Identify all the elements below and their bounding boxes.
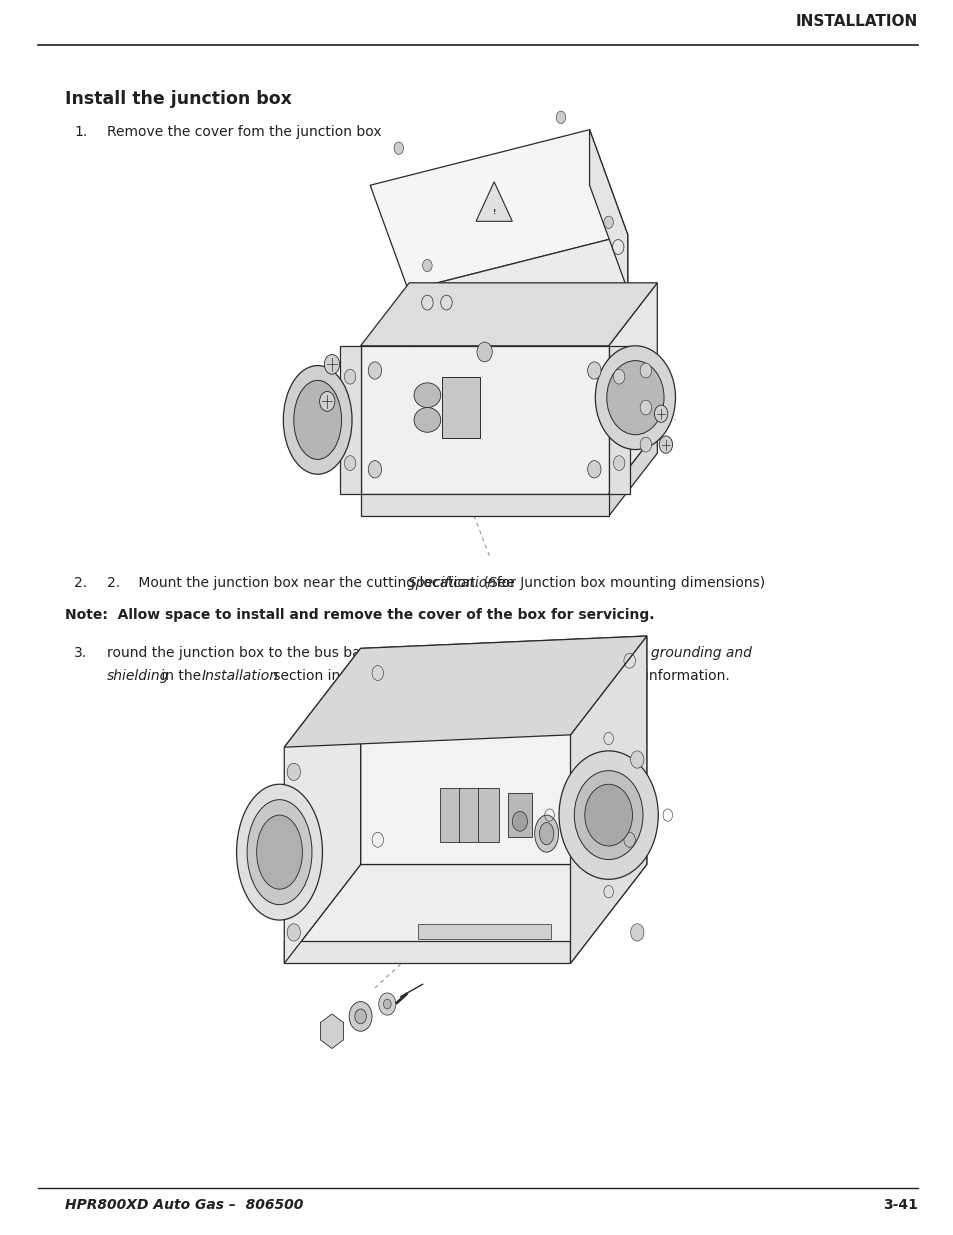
Circle shape — [595, 346, 675, 450]
Circle shape — [603, 216, 613, 228]
Polygon shape — [284, 941, 570, 963]
Text: Install the junction box: Install the junction box — [65, 90, 292, 107]
Circle shape — [394, 142, 403, 154]
Ellipse shape — [294, 380, 341, 459]
Ellipse shape — [414, 383, 440, 408]
Circle shape — [639, 400, 651, 415]
Ellipse shape — [283, 366, 352, 474]
Circle shape — [659, 436, 672, 453]
Text: Recommended grounding and: Recommended grounding and — [541, 646, 751, 659]
Polygon shape — [360, 636, 646, 864]
Text: HPR800XD Auto Gas –  806500: HPR800XD Auto Gas – 806500 — [65, 1198, 303, 1212]
Polygon shape — [589, 130, 627, 290]
Circle shape — [606, 361, 663, 435]
Text: round the junction box to the bus bar on the cutting table or equivalent. See: round the junction box to the bus bar on… — [107, 646, 642, 659]
Circle shape — [574, 771, 642, 860]
Circle shape — [368, 461, 381, 478]
Text: 3-41: 3-41 — [882, 1198, 917, 1212]
Text: 3.: 3. — [74, 646, 88, 659]
Circle shape — [319, 391, 335, 411]
Circle shape — [287, 763, 300, 781]
Text: Note:  Allow space to install and remove the cover of the box for servicing.: Note: Allow space to install and remove … — [65, 608, 654, 621]
Polygon shape — [408, 235, 627, 346]
Circle shape — [613, 369, 624, 384]
Circle shape — [630, 924, 643, 941]
Bar — [417, 924, 551, 939]
Text: section in your system’s instruction manual for more information.: section in your system’s instruction man… — [269, 669, 729, 683]
Circle shape — [587, 461, 600, 478]
Bar — [441, 377, 479, 438]
Text: 1.: 1. — [74, 125, 88, 138]
Polygon shape — [370, 130, 627, 290]
Text: shielding: shielding — [107, 669, 169, 683]
Circle shape — [324, 354, 339, 374]
Polygon shape — [360, 283, 657, 346]
Ellipse shape — [247, 800, 312, 904]
Text: Specification: Specification — [408, 576, 497, 589]
Circle shape — [355, 1009, 366, 1024]
Circle shape — [368, 362, 381, 379]
Polygon shape — [608, 431, 657, 516]
Circle shape — [344, 456, 355, 471]
Circle shape — [422, 259, 432, 272]
Polygon shape — [284, 648, 360, 963]
Polygon shape — [608, 283, 657, 494]
Circle shape — [639, 437, 651, 452]
Circle shape — [476, 342, 492, 362]
Ellipse shape — [236, 784, 322, 920]
Text: Installation: Installation — [201, 669, 278, 683]
Polygon shape — [608, 346, 629, 494]
Ellipse shape — [534, 815, 558, 852]
Circle shape — [613, 456, 624, 471]
Polygon shape — [360, 346, 608, 494]
Circle shape — [344, 369, 355, 384]
Ellipse shape — [539, 823, 553, 845]
Text: INSTALLATION: INSTALLATION — [795, 14, 917, 30]
Bar — [439, 788, 460, 842]
Text: in the: in the — [157, 669, 205, 683]
Bar — [458, 788, 479, 842]
Circle shape — [587, 362, 600, 379]
Text: Remove the cover fom the junction box: Remove the cover fom the junction box — [107, 125, 381, 138]
Circle shape — [378, 993, 395, 1015]
Circle shape — [584, 784, 632, 846]
Circle shape — [639, 363, 651, 378]
Polygon shape — [476, 182, 512, 221]
Polygon shape — [570, 636, 646, 963]
Polygon shape — [284, 864, 646, 963]
Text: – for Junction box mounting dimensions): – for Junction box mounting dimensions) — [480, 576, 764, 589]
Circle shape — [654, 405, 667, 422]
Bar — [477, 788, 498, 842]
Polygon shape — [284, 636, 646, 747]
Text: 2.  Mount the junction box near the cutting location. (See: 2. Mount the junction box near the cutti… — [107, 576, 518, 589]
Ellipse shape — [414, 408, 440, 432]
Polygon shape — [339, 346, 360, 494]
Circle shape — [630, 751, 643, 768]
Bar — [508, 793, 532, 837]
Ellipse shape — [256, 815, 302, 889]
Circle shape — [349, 1002, 372, 1031]
Text: !: ! — [492, 210, 496, 215]
Circle shape — [383, 999, 391, 1009]
Circle shape — [512, 811, 527, 831]
Circle shape — [558, 751, 658, 879]
Polygon shape — [360, 494, 608, 516]
Circle shape — [287, 924, 300, 941]
Text: 2.: 2. — [74, 576, 88, 589]
Circle shape — [556, 111, 565, 124]
